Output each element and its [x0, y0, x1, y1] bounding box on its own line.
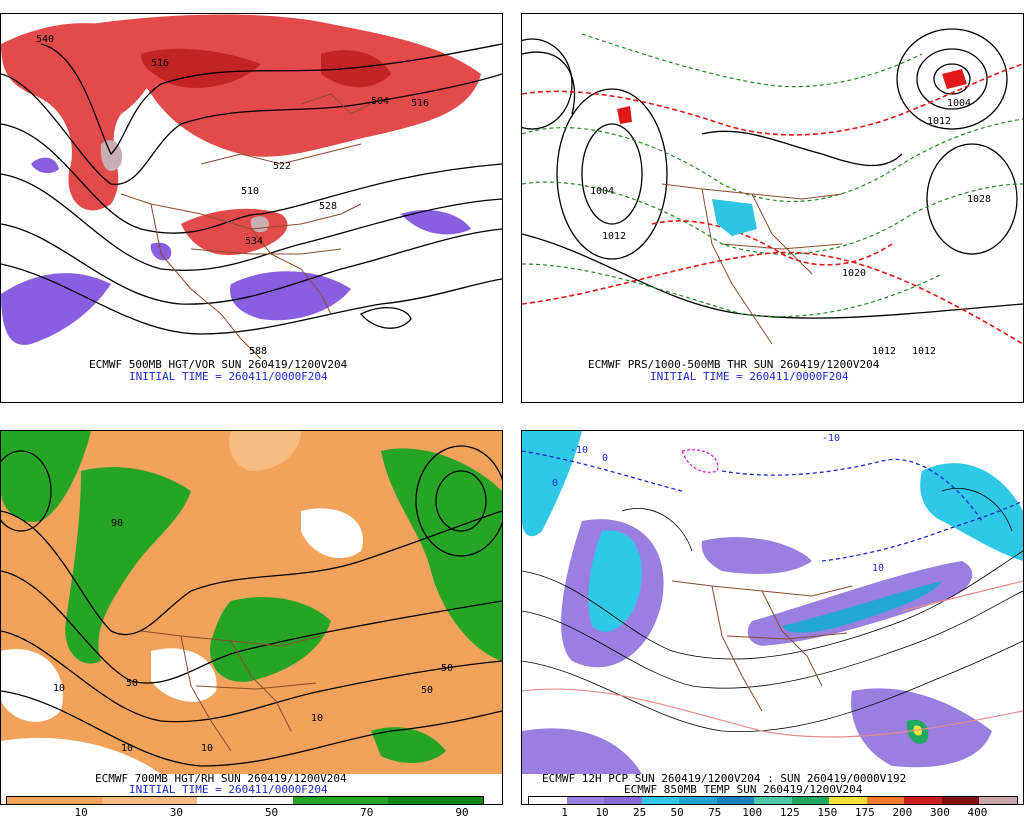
rh-colorbar-ticks: 10 30 50 70 90: [5, 806, 481, 819]
rh-label: 10: [121, 743, 133, 754]
colorbar-tick-label: 50: [670, 806, 684, 819]
panel-subtitle: ECMWF 850MB TEMP SUN 260419/1200V204: [624, 783, 863, 796]
colorbar-swatch: [7, 797, 103, 804]
panel-500mb-vorticity: 540 516 510 522 528 534 504 516 588 ECMW…: [0, 13, 503, 403]
temp-label: 0: [602, 453, 608, 464]
contour-label: 516: [151, 58, 169, 69]
temp-label: 0: [552, 478, 558, 489]
temp-label: -10: [822, 433, 840, 444]
rh-label: 50: [441, 663, 453, 674]
panel-title: ECMWF 700MB HGT/RH SUN 260419/1200V204: [95, 772, 347, 785]
contour-label: 516: [411, 98, 429, 109]
colorbar-swatch: [904, 797, 942, 804]
isobar-label: 1012: [602, 231, 626, 242]
colorbar-swatch: [641, 797, 680, 804]
colorbar-tick-label: 150: [817, 806, 838, 819]
colorbar-swatch: [566, 797, 605, 804]
colorbar-swatch: [716, 797, 755, 804]
colorbar-swatch: [829, 797, 867, 804]
contour-label: 528: [319, 201, 337, 212]
rh-label: 10: [53, 683, 65, 694]
panel-init-time: INITIAL TIME = 260411/0000F204: [129, 370, 328, 383]
pressure-map: 1004 1012 1028 1004 1012 1020 1012 1012: [522, 14, 1023, 359]
isobar-label: 1012: [912, 346, 936, 357]
colorbar-swatch: [387, 797, 484, 804]
rh-label: 10: [201, 743, 213, 754]
colorbar-swatch: [679, 797, 717, 804]
colorbar-tick-label: 300: [929, 806, 950, 819]
precip-map: -10 0 10 -10 0: [522, 431, 1023, 774]
rh-label: 10: [311, 713, 323, 724]
panel-title: ECMWF 12H PCP SUN 260419/1200V204 : SUN …: [542, 772, 907, 785]
isobar-label: 1012: [872, 346, 896, 357]
colorbar-swatch: [529, 797, 567, 804]
vorticity-map: 540 516 510 522 528 534 504 516 588: [1, 14, 502, 359]
colorbar-tick-label: 100: [742, 806, 763, 819]
colorbar-tick-label: 90: [455, 806, 469, 819]
contour-label: 504: [371, 96, 389, 107]
isobar-label: 1004: [590, 186, 614, 197]
panel-init-time: INITIAL TIME = 260411/0000F204: [129, 783, 328, 796]
colorbar-swatch: [292, 797, 388, 804]
colorbar-tick-label: 10: [595, 806, 609, 819]
colorbar-swatch: [102, 797, 198, 804]
temp-labels: -10 0 10 -10 0: [552, 433, 884, 574]
contour-label: 534: [245, 236, 263, 247]
panel-init-time: INITIAL TIME = 260411/0000F204: [650, 370, 849, 383]
colorbar-tick-label: 25: [632, 806, 647, 819]
contour-label: 522: [273, 161, 291, 172]
rh-label: 50: [126, 678, 138, 689]
colorbar-tick-label: 175: [854, 806, 875, 819]
panel-700mb-rh: 10 50 90 10 50 10 50 10 ECMWF 700MB HGT/…: [0, 430, 503, 805]
colorbar-tick-label: 125: [779, 806, 800, 819]
panel-title: ECMWF 500MB HGT/VOR SUN 260419/1200V204: [89, 358, 348, 371]
contour-label: 540: [36, 34, 54, 45]
precip-colorbar: [528, 796, 1018, 804]
colorbar-swatch: [754, 797, 792, 804]
rh-label: 50: [421, 685, 433, 696]
isobar-labels: 1004 1012 1028 1004 1012 1020 1012 1012: [590, 98, 991, 357]
panel-pressure-thickness: 1004 1012 1028 1004 1012 1020 1012 1012 …: [521, 13, 1024, 403]
panel-precip-850temp: -10 0 10 -10 0 ECMWF 12H PCP SUN 260419/…: [521, 430, 1024, 805]
colorbar-tick-label: 200: [892, 806, 913, 819]
contour-label: 588: [249, 346, 267, 357]
contour-labels: 540 516 510 522 528 534 504 516 588: [36, 34, 429, 357]
colorbar-swatch: [604, 797, 642, 804]
panel-title: ECMWF PRS/1000-500MB THR SUN 260419/1200…: [588, 358, 880, 371]
colorbar-swatch: [197, 797, 293, 804]
isobar-label: 1012: [927, 116, 951, 127]
rh-colorbar: [6, 796, 484, 804]
colorbar-tick-label: 75: [708, 806, 722, 819]
precip-colorbar-ticks: 1 10 25 50 75 100 125 150 175 200 300 400: [527, 806, 1015, 819]
colorbar-tick-label: 70: [360, 806, 374, 819]
colorbar-swatch: [979, 797, 1017, 804]
isobar-label: 1004: [947, 98, 971, 109]
colorbar-tick-label: 1: [561, 806, 568, 819]
humidity-map: 10 50 90 10 50 10 50 10: [1, 431, 502, 774]
rh-label: 90: [111, 518, 123, 529]
colorbar-tick-label: 400: [967, 806, 988, 819]
colorbar-swatch: [791, 797, 830, 804]
colorbar-tick-label: 50: [264, 806, 279, 819]
isobar-label: 1020: [842, 268, 866, 279]
rh-labels: 10 50 90 10 50 10 50 10: [53, 518, 453, 754]
colorbar-swatch: [941, 797, 980, 804]
temp-label: -10: [570, 445, 588, 456]
colorbar-tick-label: 30: [169, 806, 183, 819]
contour-label: 510: [241, 186, 259, 197]
temp-label: 10: [872, 563, 884, 574]
colorbar-swatch: [866, 797, 905, 804]
isobar-label: 1028: [967, 194, 991, 205]
colorbar-tick-label: 10: [74, 806, 88, 819]
